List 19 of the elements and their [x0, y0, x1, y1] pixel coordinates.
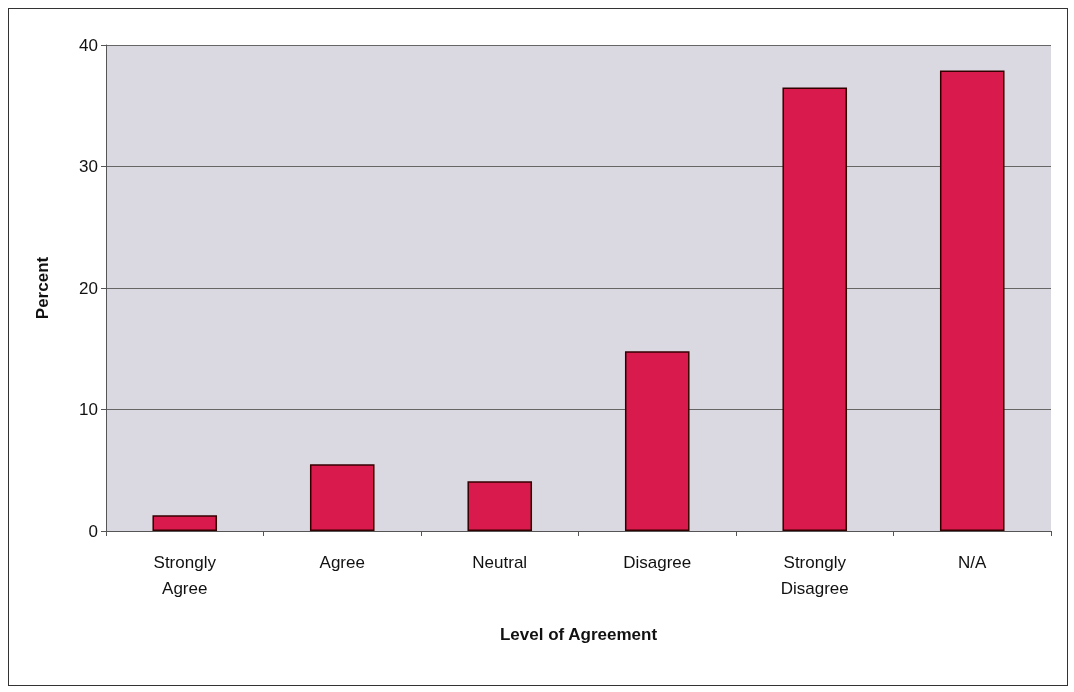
y-tick-label: 0 — [88, 521, 98, 541]
y-tick-label: 30 — [79, 157, 98, 176]
bar — [467, 481, 533, 531]
y-axis-title: Percent — [33, 256, 52, 320]
y-tick-label: 20 — [79, 278, 98, 298]
x-tick-label: Neutral — [472, 552, 528, 572]
bar — [152, 515, 218, 531]
x-tick-label: Disagree — [623, 552, 692, 572]
x-tick-label: Strongly Disagree — [780, 552, 849, 598]
bar — [939, 70, 1005, 531]
x-axis-title: Level of Agreement — [499, 625, 658, 644]
x-tick-label: Agree — [319, 552, 365, 572]
x-tick-label: N/A — [958, 552, 988, 572]
bar — [624, 351, 690, 531]
y-tick-label: 10 — [79, 400, 98, 419]
bar — [309, 464, 375, 531]
bar — [782, 87, 848, 531]
x-tick-label: Strongly Agree — [153, 552, 217, 598]
y-tick-label: 40 — [79, 35, 98, 55]
